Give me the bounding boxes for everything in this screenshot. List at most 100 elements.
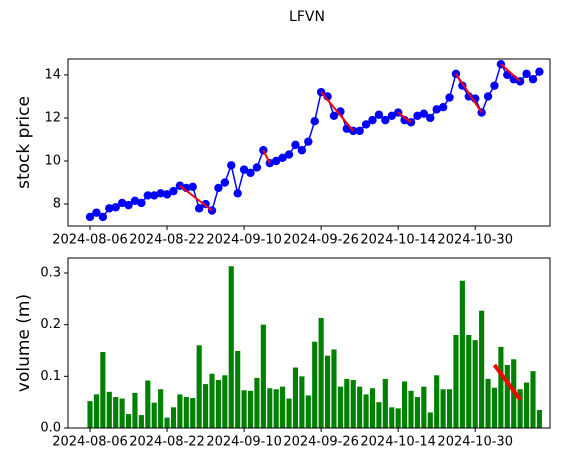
trend-line bbox=[455, 73, 483, 114]
volume-bar bbox=[389, 407, 395, 428]
volume-bar bbox=[222, 375, 228, 428]
y-tick-label: 0.0 bbox=[40, 421, 61, 436]
volume-bar bbox=[466, 334, 472, 428]
price-point bbox=[150, 191, 159, 200]
price-point bbox=[85, 212, 95, 222]
price-point bbox=[438, 103, 448, 112]
y-axis-label: stock price bbox=[14, 96, 34, 189]
volume-bar bbox=[312, 341, 318, 428]
axes-frame bbox=[67, 58, 551, 227]
volume-bar bbox=[472, 340, 478, 428]
price-point bbox=[528, 75, 538, 84]
volume-bar bbox=[273, 389, 279, 428]
price-point bbox=[239, 165, 249, 174]
volume-bar bbox=[145, 380, 151, 428]
volume-bar bbox=[459, 280, 465, 428]
volume-bar bbox=[344, 378, 350, 428]
price-point bbox=[143, 191, 152, 200]
volume-bar bbox=[164, 417, 170, 428]
volume-bar bbox=[318, 317, 324, 428]
price-point bbox=[387, 111, 396, 121]
y-tick-label: 0.3 bbox=[40, 265, 61, 280]
price-point bbox=[304, 137, 313, 146]
price-point bbox=[246, 168, 255, 178]
price-point bbox=[105, 204, 114, 213]
y-axis-label: volume (m) bbox=[14, 294, 34, 392]
volume-bar bbox=[100, 352, 106, 428]
volume-bar bbox=[247, 390, 254, 428]
volume-bar bbox=[177, 394, 183, 428]
x-tick-label: 2024-10-30 bbox=[437, 435, 513, 450]
price-point bbox=[111, 203, 120, 212]
volume-bar bbox=[530, 371, 536, 428]
price-point bbox=[291, 140, 300, 150]
y-tick-label: 0.1 bbox=[40, 369, 61, 384]
volume-bar bbox=[324, 355, 331, 428]
price-point bbox=[284, 150, 294, 159]
price-point bbox=[368, 115, 377, 125]
volume-bar bbox=[260, 324, 266, 428]
trend-line bbox=[262, 149, 271, 164]
volume-bar bbox=[267, 388, 273, 428]
x-tick-label: 2024-09-26 bbox=[283, 233, 359, 248]
x-tick-label: 2024-09-10 bbox=[206, 233, 282, 248]
volume-bar bbox=[125, 414, 132, 428]
price-point bbox=[227, 161, 236, 170]
volume-bar bbox=[93, 394, 100, 428]
volume-bar bbox=[119, 398, 125, 428]
price-point bbox=[169, 186, 178, 196]
price-point bbox=[413, 111, 422, 121]
price-point bbox=[329, 111, 339, 121]
volume-bar bbox=[337, 386, 343, 428]
volume-bar bbox=[479, 310, 485, 428]
price-point bbox=[278, 153, 287, 162]
y-tick-label: 0.2 bbox=[40, 317, 61, 332]
volume-bar bbox=[132, 392, 138, 428]
volume-bar bbox=[504, 364, 510, 428]
volume-bar bbox=[357, 386, 363, 428]
price-point bbox=[310, 116, 319, 126]
volume-bar bbox=[363, 394, 369, 428]
volume-bar bbox=[421, 386, 427, 428]
x-tick-label: 2024-09-26 bbox=[283, 435, 359, 450]
volume-bar bbox=[536, 409, 542, 428]
price-point bbox=[381, 115, 390, 125]
volume-bar bbox=[414, 396, 420, 428]
volume-bar bbox=[203, 384, 209, 428]
volume-bar bbox=[286, 398, 292, 428]
y-tick-label: 10 bbox=[44, 154, 61, 169]
volume-bar bbox=[87, 401, 93, 428]
price-point bbox=[445, 93, 454, 102]
price-point bbox=[361, 120, 371, 129]
price-point bbox=[374, 110, 384, 119]
y-tick-label: 12 bbox=[44, 110, 61, 125]
x-tick-label: 2024-08-06 bbox=[52, 233, 128, 248]
volume-bar bbox=[292, 367, 299, 428]
volume-bar bbox=[446, 389, 453, 428]
volume-bar bbox=[453, 334, 459, 428]
price-point bbox=[194, 204, 204, 213]
price-point bbox=[162, 190, 172, 199]
volume-bar bbox=[382, 378, 388, 428]
price-point bbox=[464, 92, 473, 101]
volume-bar bbox=[170, 407, 177, 428]
y-tick-label: 14 bbox=[44, 67, 61, 82]
price-point bbox=[490, 81, 499, 90]
volume-bar bbox=[158, 389, 164, 428]
volume-bar bbox=[151, 402, 157, 428]
volume-bar bbox=[106, 391, 112, 428]
volume-bar bbox=[523, 382, 530, 428]
volume-bar bbox=[190, 398, 196, 428]
volume-bar bbox=[235, 351, 241, 428]
volume-bar bbox=[254, 377, 260, 428]
volume-bar bbox=[408, 390, 414, 428]
volume-bar bbox=[331, 349, 337, 428]
x-tick-label: 2024-10-30 bbox=[437, 233, 513, 248]
volume-bar bbox=[305, 395, 311, 428]
volume-bar bbox=[299, 376, 305, 428]
price-point bbox=[92, 208, 101, 217]
x-tick-label: 2024-08-06 bbox=[52, 435, 128, 450]
price-point bbox=[233, 189, 242, 198]
volume-bar bbox=[350, 379, 356, 428]
trend-line bbox=[179, 184, 213, 212]
